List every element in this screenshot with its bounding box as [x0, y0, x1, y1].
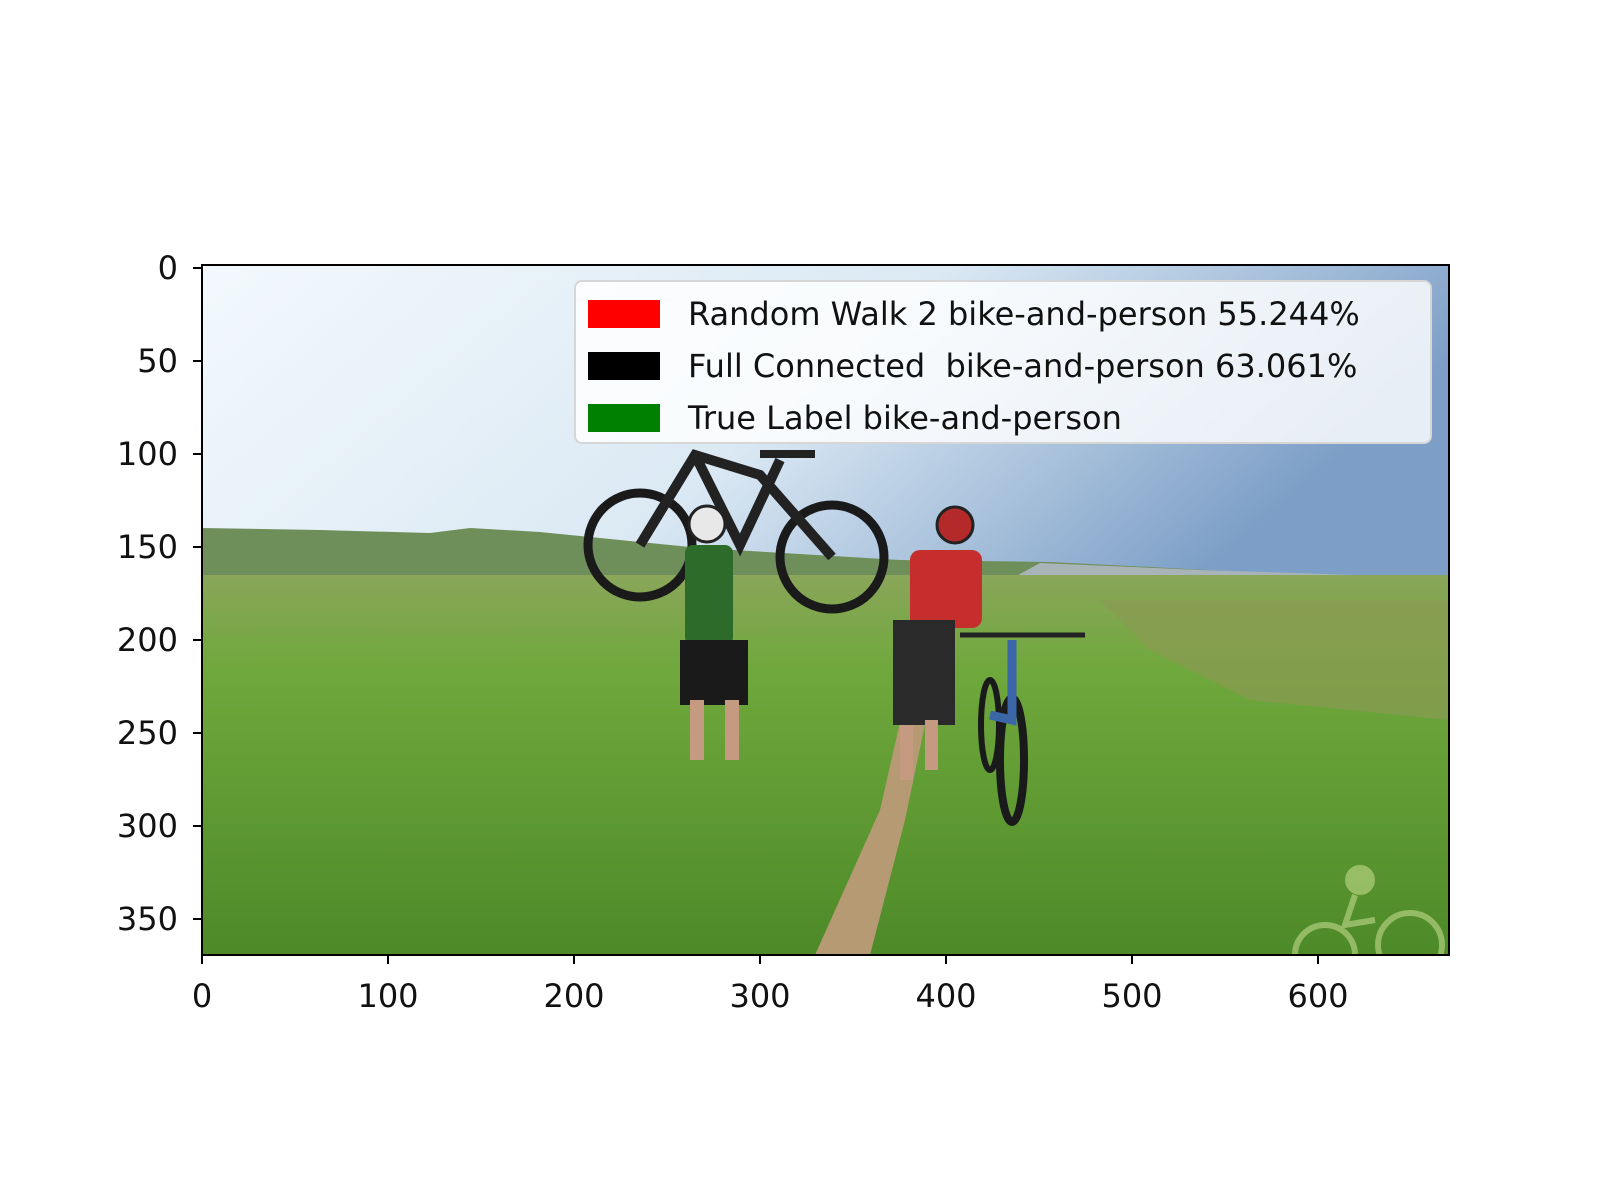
x-tick-label: 400: [915, 977, 976, 1015]
legend-label: Random Walk 2 bike-and-person 55.244%: [688, 295, 1360, 333]
x-tick-label: 0: [192, 977, 212, 1015]
x-tick-label: 500: [1101, 977, 1162, 1015]
y-tick-label: 200: [117, 621, 178, 659]
legend-swatch-black: [588, 352, 660, 380]
y-tick-label: 100: [117, 435, 178, 473]
legend-label: True Label bike-and-person: [688, 399, 1122, 437]
x-tick-label: 100: [357, 977, 418, 1015]
y-tick-label: 300: [117, 807, 178, 845]
cycling-logo-watermark-icon: [1292, 865, 1445, 955]
legend: Random Walk 2 bike-and-person 55.244% Fu…: [574, 280, 1432, 444]
x-tick-label: 200: [543, 977, 604, 1015]
y-tick-label: 150: [117, 528, 178, 566]
y-tick-label: 0: [158, 249, 178, 287]
legend-entry-random-walk: Random Walk 2 bike-and-person 55.244%: [588, 294, 1360, 334]
y-tick-label: 250: [117, 714, 178, 752]
person-carrying-bike-icon: [583, 449, 889, 760]
legend-swatch-green: [588, 404, 660, 432]
legend-entry-full-connected: Full Connected bike-and-person 63.061%: [588, 346, 1357, 386]
legend-swatch-red: [588, 300, 660, 328]
y-axis: 0 50 100 150 200 250 300 350: [117, 249, 202, 938]
y-tick-label: 50: [137, 342, 178, 380]
axes-frame: [201, 264, 1450, 956]
x-tick-label: 300: [729, 977, 790, 1015]
y-tick-label: 350: [117, 900, 178, 938]
x-axis: 0 100 200 300 400 500 600: [192, 955, 1349, 1015]
dry-grass-right: [1100, 600, 1449, 720]
legend-label: Full Connected bike-and-person 63.061%: [688, 347, 1358, 385]
legend-entry-true-label: True Label bike-and-person: [588, 398, 1122, 438]
person-walking-bike-icon: [893, 505, 1085, 826]
x-tick-label: 600: [1287, 977, 1348, 1015]
